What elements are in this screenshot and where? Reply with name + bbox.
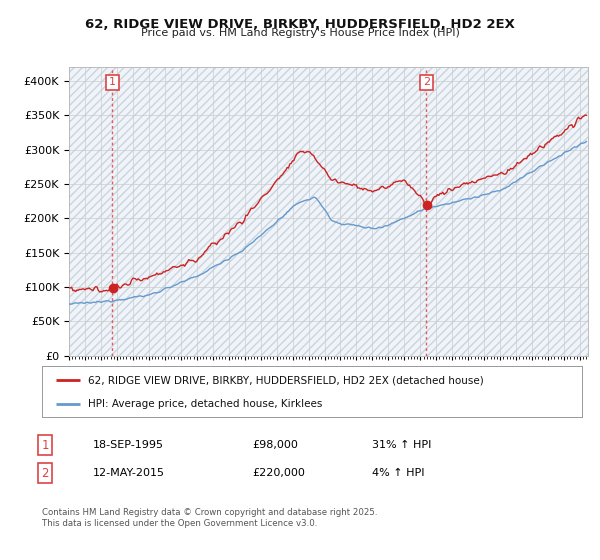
Text: 4% ↑ HPI: 4% ↑ HPI <box>372 468 425 478</box>
Text: 62, RIDGE VIEW DRIVE, BIRKBY, HUDDERSFIELD, HD2 2EX (detached house): 62, RIDGE VIEW DRIVE, BIRKBY, HUDDERSFIE… <box>88 375 484 385</box>
Text: 31% ↑ HPI: 31% ↑ HPI <box>372 440 431 450</box>
Text: 18-SEP-1995: 18-SEP-1995 <box>93 440 164 450</box>
Text: £220,000: £220,000 <box>252 468 305 478</box>
Text: HPI: Average price, detached house, Kirklees: HPI: Average price, detached house, Kirk… <box>88 399 322 409</box>
Text: 1: 1 <box>109 77 116 87</box>
Text: 12-MAY-2015: 12-MAY-2015 <box>93 468 165 478</box>
Text: 62, RIDGE VIEW DRIVE, BIRKBY, HUDDERSFIELD, HD2 2EX: 62, RIDGE VIEW DRIVE, BIRKBY, HUDDERSFIE… <box>85 18 515 31</box>
Text: 1: 1 <box>41 438 49 452</box>
Text: 2: 2 <box>422 77 430 87</box>
Text: Price paid vs. HM Land Registry's House Price Index (HPI): Price paid vs. HM Land Registry's House … <box>140 28 460 38</box>
Text: Contains HM Land Registry data © Crown copyright and database right 2025.
This d: Contains HM Land Registry data © Crown c… <box>42 508 377 528</box>
Text: £98,000: £98,000 <box>252 440 298 450</box>
Text: 2: 2 <box>41 466 49 480</box>
